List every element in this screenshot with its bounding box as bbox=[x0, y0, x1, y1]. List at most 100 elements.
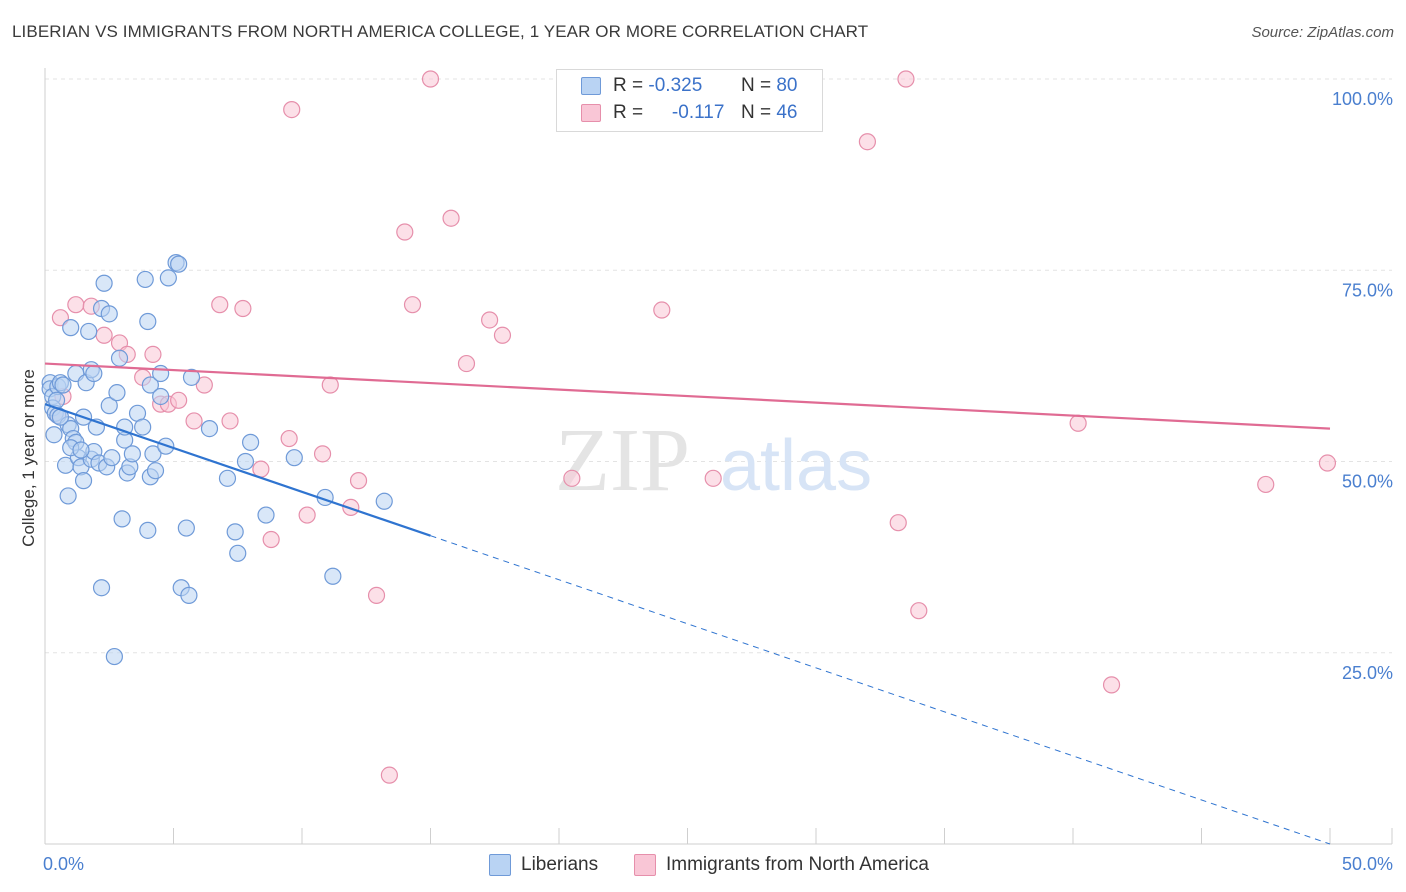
bottom-legend-swatch-pink bbox=[634, 854, 656, 876]
axes bbox=[44, 68, 1393, 845]
point-liberians bbox=[45, 426, 63, 444]
point-liberians bbox=[72, 441, 90, 459]
point-immigrants bbox=[403, 296, 422, 314]
point-immigrants bbox=[563, 469, 581, 487]
y-axis-label: College, 1 year or more bbox=[19, 369, 38, 547]
point-immigrants bbox=[704, 469, 722, 487]
bottom-legend-label: Immigrants from North America bbox=[666, 854, 929, 875]
point-liberians bbox=[134, 418, 152, 436]
legend-n-label: N = bbox=[740, 75, 772, 96]
point-immigrants bbox=[95, 326, 113, 344]
watermark-atlas: atlas bbox=[720, 426, 872, 506]
point-liberians bbox=[177, 519, 195, 537]
point-liberians bbox=[100, 305, 118, 323]
point-liberians bbox=[159, 269, 177, 287]
point-liberians bbox=[226, 523, 244, 541]
point-liberians bbox=[152, 364, 170, 383]
point-immigrants bbox=[221, 412, 239, 430]
point-immigrants bbox=[910, 602, 928, 620]
point-liberians bbox=[105, 647, 123, 666]
point-immigrants bbox=[421, 70, 440, 88]
point-liberians bbox=[62, 319, 80, 337]
point-liberians bbox=[139, 521, 157, 539]
point-liberians bbox=[285, 449, 303, 467]
legend-swatch-pink bbox=[581, 104, 601, 122]
point-immigrants bbox=[283, 100, 301, 119]
point-immigrants bbox=[234, 299, 252, 318]
point-liberians bbox=[110, 349, 129, 367]
y-tick-label: 75.0% bbox=[1342, 280, 1393, 300]
point-liberians bbox=[152, 387, 170, 406]
point-liberians bbox=[103, 449, 121, 467]
series-immigrants-points bbox=[49, 70, 1337, 784]
point-immigrants bbox=[170, 391, 188, 409]
bottom-legend-immigrants: Immigrants from North America bbox=[634, 852, 929, 878]
point-liberians bbox=[242, 433, 260, 451]
point-immigrants bbox=[396, 223, 414, 241]
bottom-legend-label: Liberians bbox=[521, 854, 599, 875]
point-liberians bbox=[80, 322, 98, 341]
point-liberians bbox=[180, 586, 198, 604]
point-liberians bbox=[144, 445, 162, 463]
point-immigrants bbox=[1257, 475, 1275, 494]
point-liberians bbox=[74, 472, 93, 490]
point-immigrants bbox=[185, 412, 203, 430]
grid-lines bbox=[45, 78, 1392, 654]
point-liberians bbox=[236, 452, 255, 471]
bottom-legend-swatch-blue bbox=[489, 854, 511, 876]
point-liberians bbox=[200, 420, 219, 438]
point-liberians bbox=[59, 487, 77, 505]
legend-row-immigrants: R = -0.117 N = 46 bbox=[581, 100, 797, 126]
bottom-legend-liberians: Liberians bbox=[489, 852, 598, 878]
point-liberians bbox=[139, 312, 157, 331]
source-credit: Source: ZipAtlas.com bbox=[1251, 24, 1394, 41]
point-liberians bbox=[108, 384, 126, 402]
point-liberians bbox=[218, 469, 237, 487]
legend-r-value: -0.325 bbox=[648, 75, 703, 96]
point-immigrants bbox=[280, 429, 298, 448]
point-liberians bbox=[146, 462, 165, 480]
y-tick-label: 25.0% bbox=[1342, 663, 1393, 683]
point-liberians bbox=[123, 445, 141, 463]
point-liberians bbox=[85, 364, 103, 383]
point-immigrants bbox=[858, 133, 877, 151]
point-immigrants bbox=[144, 345, 162, 363]
point-liberians bbox=[136, 270, 154, 289]
legend-swatch-blue bbox=[581, 77, 601, 95]
point-immigrants bbox=[67, 296, 85, 314]
point-immigrants bbox=[367, 586, 386, 604]
correlation-legend: R = -0.325 N = 80 R = -0.117 N = 46 bbox=[556, 69, 823, 132]
point-immigrants bbox=[195, 376, 213, 394]
x-tick-label: 0.0% bbox=[43, 854, 84, 874]
trend-line-liberians bbox=[44, 403, 431, 537]
point-immigrants bbox=[298, 506, 316, 524]
point-immigrants bbox=[262, 530, 280, 549]
chart-title: LIBERIAN VS IMMIGRANTS FROM NORTH AMERIC… bbox=[12, 22, 869, 41]
point-liberians bbox=[182, 368, 201, 386]
point-liberians bbox=[375, 492, 393, 510]
trend-line-immigrants bbox=[44, 362, 1331, 430]
x-tick-label: 50.0% bbox=[1342, 854, 1393, 874]
y-tick-label: 50.0% bbox=[1342, 472, 1393, 492]
y-tick-label: 100.0% bbox=[1332, 89, 1393, 109]
point-immigrants bbox=[313, 445, 332, 463]
trend-line-liberians-extrapolated bbox=[430, 535, 1331, 845]
series-liberians-points bbox=[41, 254, 393, 666]
point-immigrants bbox=[1069, 414, 1087, 432]
point-liberians bbox=[113, 510, 131, 528]
point-liberians bbox=[170, 255, 188, 273]
point-liberians bbox=[92, 579, 111, 597]
point-immigrants bbox=[897, 70, 915, 88]
point-immigrants bbox=[653, 301, 671, 319]
legend-r-label: R = bbox=[613, 75, 644, 96]
point-liberians bbox=[141, 376, 159, 394]
point-liberians bbox=[95, 274, 113, 292]
legend-n-value: 80 bbox=[776, 75, 798, 96]
watermark: ZIP atlas bbox=[555, 411, 872, 510]
point-immigrants bbox=[51, 309, 70, 327]
point-liberians bbox=[257, 506, 275, 524]
legend-r-value: -0.117 bbox=[671, 102, 725, 123]
watermark-zip: ZIP bbox=[555, 411, 690, 510]
tick-labels: 25.0% 50.0% 75.0% 100.0% 0.0% 50.0% bbox=[43, 89, 1393, 874]
